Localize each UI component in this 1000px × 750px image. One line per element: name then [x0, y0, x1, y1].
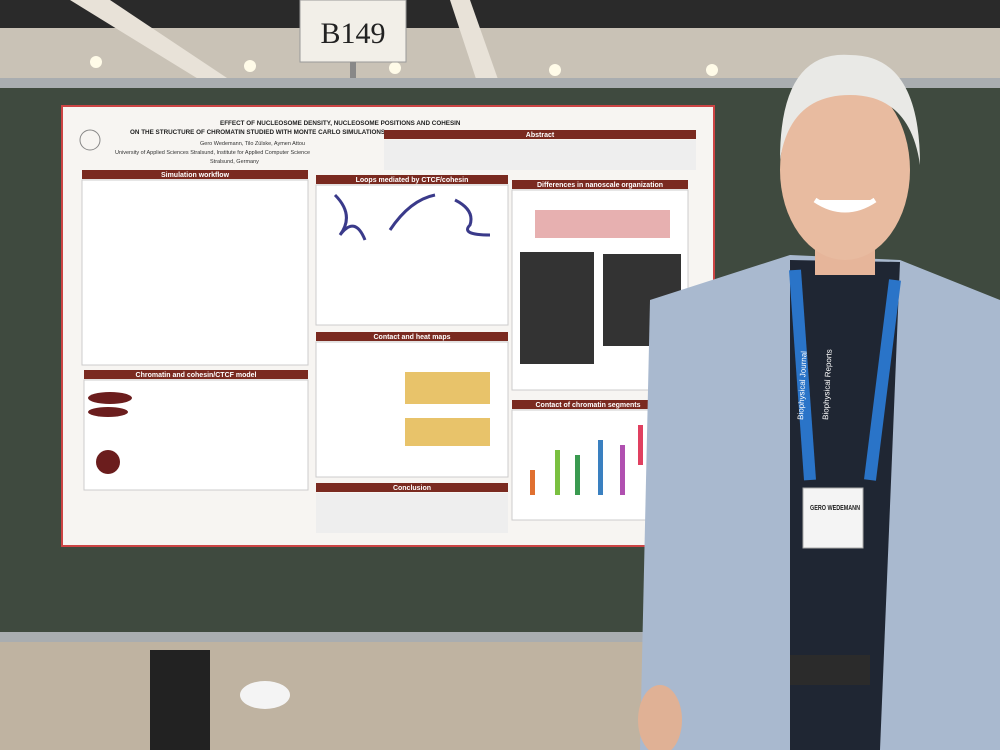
shoe: [240, 681, 290, 709]
poster-authors: Gero Wedemann, Tilo Zülske, Aymen Attou: [200, 141, 305, 147]
nucleosome: [96, 450, 120, 474]
lanyard-text: Biophysical Reports: [821, 349, 834, 420]
hand: [638, 685, 682, 750]
poster-title: EFFECT OF NUCLEOSOME DENSITY, NUCLEOSOME…: [220, 120, 461, 127]
figure: [315, 184, 509, 326]
poster-affiliation: University of Applied Sciences Stralsund…: [115, 150, 310, 156]
section-header: [512, 180, 688, 189]
ceiling-lights: [90, 56, 718, 76]
face: [780, 80, 910, 260]
violin-plot: [530, 425, 643, 495]
section-header: [512, 400, 664, 409]
logo: [79, 129, 101, 151]
lanyard-text: Biophysical Journal: [796, 351, 809, 421]
section-title: Conclusion: [393, 485, 431, 492]
loop-figure: [333, 193, 491, 241]
text-block: [384, 140, 696, 170]
section-title: Chromatin and cohesin/CTCF model: [136, 372, 257, 379]
nucleosome: [88, 407, 128, 417]
section-title: Simulation workflow: [161, 172, 230, 179]
heatmap: [405, 418, 490, 446]
lanyard: [789, 269, 816, 481]
smile: [813, 197, 877, 213]
beam: [450, 0, 500, 85]
heatmap: [405, 372, 490, 404]
sign-pole: [350, 62, 356, 84]
section-header: [82, 170, 308, 179]
board-frame: [0, 78, 1000, 90]
section-header: [384, 130, 696, 139]
text-block: [316, 493, 508, 533]
hair: [780, 54, 920, 165]
nucleosome: [88, 392, 132, 404]
heat-strip: [535, 210, 670, 238]
poster-location: Stralsund, Germany: [210, 159, 259, 165]
poster-sections: Abstract Simulation workflow Loops media…: [81, 130, 696, 533]
section-title: Contact of chromatin segments: [535, 402, 640, 409]
board-frame: [0, 632, 1000, 642]
booth-number: B149: [320, 17, 385, 50]
section-title: Differences in nanoscale organization: [537, 182, 663, 189]
person-legs: [150, 650, 210, 750]
figure: [315, 341, 509, 478]
section-header: [316, 332, 508, 341]
figure: [81, 179, 309, 366]
section-header: [84, 370, 308, 379]
poster-title: ON THE STRUCTURE OF CHROMATIN STUDIED WI…: [130, 129, 385, 136]
section-title: Contact and heat maps: [373, 334, 450, 341]
section-title: Loops mediated by CTCF/cohesin: [356, 177, 469, 184]
section-title: Abstract: [526, 132, 555, 139]
name-badge: [802, 487, 864, 549]
badge-name: GERO WEDEMANN: [810, 505, 860, 512]
histogram-panel: [520, 252, 594, 364]
beam: [70, 0, 230, 80]
belt: [790, 655, 870, 685]
section-header: [316, 175, 508, 184]
lanyard: [864, 279, 901, 481]
section-header: [316, 483, 508, 492]
